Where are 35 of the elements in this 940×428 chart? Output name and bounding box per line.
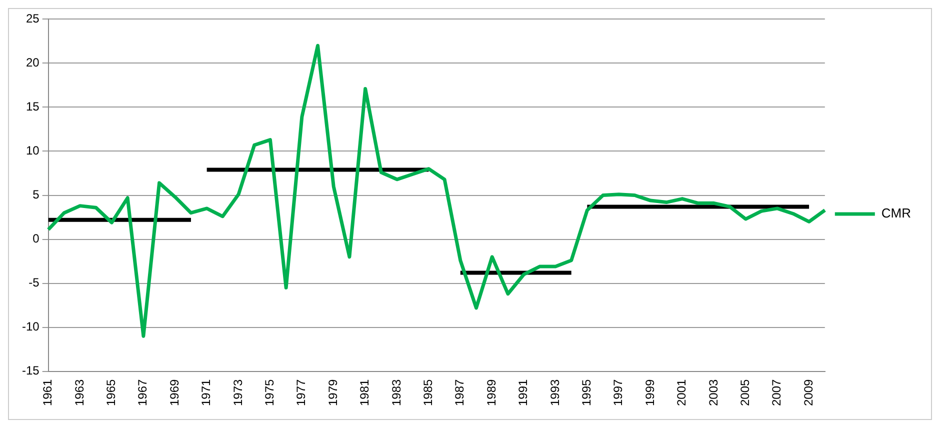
y-tick-label: -10 xyxy=(22,320,40,334)
x-tick-label: 2001 xyxy=(674,378,689,406)
x-tick-label: 1995 xyxy=(579,378,594,406)
y-tick-label: 10 xyxy=(26,144,40,158)
x-tick-label: 2005 xyxy=(738,378,752,406)
x-tick-label: 1977 xyxy=(294,378,308,406)
x-tick-label: 1991 xyxy=(516,378,530,406)
y-tick-label: 25 xyxy=(26,12,40,26)
x-tick-label: 1975 xyxy=(262,378,277,406)
x-tick-label: 1999 xyxy=(642,378,657,406)
x-tick-label: 2007 xyxy=(770,378,784,406)
x-tick-label: 1989 xyxy=(484,378,498,406)
x-tick-label: 2009 xyxy=(801,378,816,406)
x-tick-label: 1979 xyxy=(326,378,340,406)
y-tick-label: -5 xyxy=(28,276,40,290)
x-tick-label: 1961 xyxy=(40,378,55,406)
x-tick-label: 1993 xyxy=(548,378,562,406)
y-tick-label: 20 xyxy=(26,56,40,70)
x-tick-label: 1997 xyxy=(611,378,626,406)
x-tick-label: 1965 xyxy=(104,378,118,406)
x-tick-label: 1969 xyxy=(167,378,182,406)
x-tick-label: 1973 xyxy=(230,378,245,406)
x-tick-label: 2003 xyxy=(706,378,720,406)
y-tick-label: 15 xyxy=(26,100,40,114)
y-tick-label: 0 xyxy=(32,232,40,246)
legend-label: CMR xyxy=(881,206,912,221)
x-tick-label: 1967 xyxy=(136,378,150,406)
x-tick-label: 1987 xyxy=(452,378,467,406)
y-tick-label: -15 xyxy=(22,364,40,378)
x-tick-label: 1963 xyxy=(72,378,86,406)
x-tick-label: 1971 xyxy=(199,378,214,406)
x-tick-label: 1981 xyxy=(358,378,372,406)
x-tick-label: 1983 xyxy=(389,378,404,406)
x-tick-label: 1985 xyxy=(421,378,436,406)
y-tick-label: 5 xyxy=(32,188,40,202)
